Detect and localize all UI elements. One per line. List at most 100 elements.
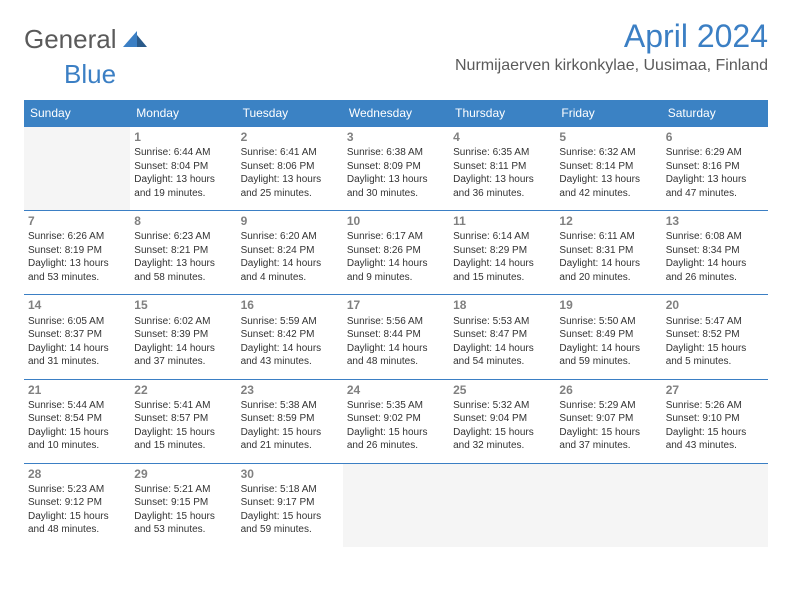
calendar-day-cell: 1Sunrise: 6:44 AMSunset: 8:04 PMDaylight…: [130, 127, 236, 211]
sunrise-text: Sunrise: 5:32 AM: [453, 399, 551, 413]
calendar-day-cell: 16Sunrise: 5:59 AMSunset: 8:42 PMDayligh…: [237, 295, 343, 379]
location-label: Nurmijaerven kirkonkylae, Uusimaa, Finla…: [455, 57, 768, 75]
daylight-text: Daylight: 13 hours and 36 minutes.: [453, 173, 551, 200]
calendar-day-cell: [343, 463, 449, 547]
day-number: 24: [347, 382, 445, 398]
day-number: 9: [241, 213, 339, 229]
sunrise-text: Sunrise: 5:38 AM: [241, 399, 339, 413]
calendar-week-row: 14Sunrise: 6:05 AMSunset: 8:37 PMDayligh…: [24, 295, 768, 379]
sunset-text: Sunset: 9:04 PM: [453, 412, 551, 426]
calendar-day-cell: [662, 463, 768, 547]
sunrise-text: Sunrise: 6:08 AM: [666, 230, 764, 244]
daylight-text: Daylight: 14 hours and 26 minutes.: [666, 257, 764, 284]
day-number: 10: [347, 213, 445, 229]
calendar-day-cell: 22Sunrise: 5:41 AMSunset: 8:57 PMDayligh…: [130, 379, 236, 463]
sunset-text: Sunset: 8:54 PM: [28, 412, 126, 426]
calendar-day-cell: 2Sunrise: 6:41 AMSunset: 8:06 PMDaylight…: [237, 127, 343, 211]
sunrise-text: Sunrise: 5:41 AM: [134, 399, 232, 413]
calendar-day-cell: 19Sunrise: 5:50 AMSunset: 8:49 PMDayligh…: [555, 295, 661, 379]
calendar-day-cell: 29Sunrise: 5:21 AMSunset: 9:15 PMDayligh…: [130, 463, 236, 547]
day-number: 17: [347, 297, 445, 313]
sunrise-text: Sunrise: 6:26 AM: [28, 230, 126, 244]
daylight-text: Daylight: 14 hours and 59 minutes.: [559, 342, 657, 369]
sunrise-text: Sunrise: 5:47 AM: [666, 315, 764, 329]
day-number: 30: [241, 466, 339, 482]
sunset-text: Sunset: 8:11 PM: [453, 160, 551, 174]
daylight-text: Daylight: 14 hours and 9 minutes.: [347, 257, 445, 284]
day-number: 3: [347, 129, 445, 145]
calendar-day-cell: 3Sunrise: 6:38 AMSunset: 8:09 PMDaylight…: [343, 127, 449, 211]
calendar-day-cell: 10Sunrise: 6:17 AMSunset: 8:26 PMDayligh…: [343, 211, 449, 295]
day-number: 25: [453, 382, 551, 398]
daylight-text: Daylight: 15 hours and 37 minutes.: [559, 426, 657, 453]
daylight-text: Daylight: 15 hours and 10 minutes.: [28, 426, 126, 453]
daylight-text: Daylight: 14 hours and 37 minutes.: [134, 342, 232, 369]
calendar-day-cell: [449, 463, 555, 547]
calendar-day-cell: 7Sunrise: 6:26 AMSunset: 8:19 PMDaylight…: [24, 211, 130, 295]
calendar-day-cell: [555, 463, 661, 547]
sunrise-text: Sunrise: 5:44 AM: [28, 399, 126, 413]
daylight-text: Daylight: 15 hours and 21 minutes.: [241, 426, 339, 453]
calendar-day-cell: 6Sunrise: 6:29 AMSunset: 8:16 PMDaylight…: [662, 127, 768, 211]
daylight-text: Daylight: 15 hours and 5 minutes.: [666, 342, 764, 369]
calendar-day-cell: 26Sunrise: 5:29 AMSunset: 9:07 PMDayligh…: [555, 379, 661, 463]
weekday-header-row: Sunday Monday Tuesday Wednesday Thursday…: [24, 100, 768, 127]
daylight-text: Daylight: 15 hours and 59 minutes.: [241, 510, 339, 537]
sunset-text: Sunset: 8:49 PM: [559, 328, 657, 342]
calendar-day-cell: 4Sunrise: 6:35 AMSunset: 8:11 PMDaylight…: [449, 127, 555, 211]
sunset-text: Sunset: 9:10 PM: [666, 412, 764, 426]
day-number: 13: [666, 213, 764, 229]
daylight-text: Daylight: 13 hours and 58 minutes.: [134, 257, 232, 284]
weekday-header: Friday: [555, 100, 661, 127]
sunset-text: Sunset: 8:57 PM: [134, 412, 232, 426]
sunset-text: Sunset: 9:07 PM: [559, 412, 657, 426]
sunrise-text: Sunrise: 6:17 AM: [347, 230, 445, 244]
sunset-text: Sunset: 8:31 PM: [559, 244, 657, 258]
sunrise-text: Sunrise: 6:05 AM: [28, 315, 126, 329]
day-number: 28: [28, 466, 126, 482]
sunset-text: Sunset: 8:21 PM: [134, 244, 232, 258]
calendar-day-cell: 5Sunrise: 6:32 AMSunset: 8:14 PMDaylight…: [555, 127, 661, 211]
day-number: 11: [453, 213, 551, 229]
calendar-day-cell: 23Sunrise: 5:38 AMSunset: 8:59 PMDayligh…: [237, 379, 343, 463]
calendar-day-cell: 30Sunrise: 5:18 AMSunset: 9:17 PMDayligh…: [237, 463, 343, 547]
sunrise-text: Sunrise: 5:29 AM: [559, 399, 657, 413]
daylight-text: Daylight: 13 hours and 25 minutes.: [241, 173, 339, 200]
calendar-day-cell: 20Sunrise: 5:47 AMSunset: 8:52 PMDayligh…: [662, 295, 768, 379]
title-block: April 2024 Nurmijaerven kirkonkylae, Uus…: [455, 18, 768, 75]
day-number: 29: [134, 466, 232, 482]
calendar-day-cell: 11Sunrise: 6:14 AMSunset: 8:29 PMDayligh…: [449, 211, 555, 295]
day-number: 27: [666, 382, 764, 398]
sunrise-text: Sunrise: 5:59 AM: [241, 315, 339, 329]
brand-part2: Blue: [64, 59, 116, 89]
brand-part1: General: [24, 24, 117, 55]
sunset-text: Sunset: 8:29 PM: [453, 244, 551, 258]
day-number: 14: [28, 297, 126, 313]
calendar-day-cell: 27Sunrise: 5:26 AMSunset: 9:10 PMDayligh…: [662, 379, 768, 463]
sunset-text: Sunset: 8:26 PM: [347, 244, 445, 258]
sunrise-text: Sunrise: 5:56 AM: [347, 315, 445, 329]
calendar-day-cell: 9Sunrise: 6:20 AMSunset: 8:24 PMDaylight…: [237, 211, 343, 295]
daylight-text: Daylight: 15 hours and 15 minutes.: [134, 426, 232, 453]
sunset-text: Sunset: 9:17 PM: [241, 496, 339, 510]
sunrise-text: Sunrise: 5:35 AM: [347, 399, 445, 413]
weekday-header: Saturday: [662, 100, 768, 127]
sunrise-text: Sunrise: 6:41 AM: [241, 146, 339, 160]
calendar-day-cell: 13Sunrise: 6:08 AMSunset: 8:34 PMDayligh…: [662, 211, 768, 295]
sunrise-text: Sunrise: 6:29 AM: [666, 146, 764, 160]
sunset-text: Sunset: 8:19 PM: [28, 244, 126, 258]
daylight-text: Daylight: 15 hours and 43 minutes.: [666, 426, 764, 453]
day-number: 18: [453, 297, 551, 313]
calendar-day-cell: [24, 127, 130, 211]
sunrise-text: Sunrise: 5:21 AM: [134, 483, 232, 497]
sunrise-text: Sunrise: 6:44 AM: [134, 146, 232, 160]
sunset-text: Sunset: 8:42 PM: [241, 328, 339, 342]
daylight-text: Daylight: 13 hours and 42 minutes.: [559, 173, 657, 200]
calendar-body: 1Sunrise: 6:44 AMSunset: 8:04 PMDaylight…: [24, 127, 768, 548]
daylight-text: Daylight: 14 hours and 15 minutes.: [453, 257, 551, 284]
day-number: 20: [666, 297, 764, 313]
daylight-text: Daylight: 15 hours and 32 minutes.: [453, 426, 551, 453]
weekday-header: Tuesday: [237, 100, 343, 127]
triangle-icon: [123, 27, 147, 52]
daylight-text: Daylight: 14 hours and 54 minutes.: [453, 342, 551, 369]
